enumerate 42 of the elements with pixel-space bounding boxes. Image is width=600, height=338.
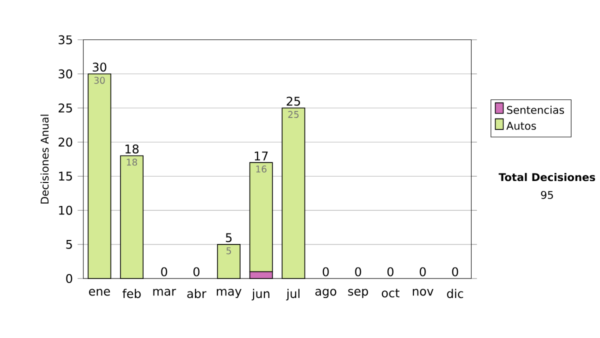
y-axis-title: Decisiones Anual <box>40 114 49 204</box>
y-tick-label: 0 <box>66 274 72 283</box>
y-tick-label: 10 <box>59 206 72 215</box>
x-tick-label: oct <box>382 288 400 298</box>
total-label: 30 <box>92 62 106 72</box>
data-label: 18 <box>126 158 138 166</box>
total-label: 25 <box>286 96 300 106</box>
y-tick-label: 5 <box>66 240 72 249</box>
total-label: 0 <box>420 267 426 276</box>
x-tick-label: ene <box>89 288 110 296</box>
total-label: 0 <box>322 267 329 276</box>
total-label: 0 <box>355 267 362 276</box>
x-tick-label: sep <box>348 288 368 298</box>
y-tick-label: 35 <box>58 35 72 44</box>
data-label: 25 <box>288 110 299 118</box>
x-tick-label: jul <box>286 288 300 300</box>
total-label: 17 <box>254 152 268 160</box>
y-tick-label: 25 <box>58 103 72 112</box>
text: Total Decisiones <box>498 172 596 182</box>
data-label: 5 <box>226 247 231 254</box>
x-tick-label: ago <box>315 288 336 298</box>
total-label: 18 <box>126 144 139 154</box>
legend-label: Autos <box>506 122 536 130</box>
total-label: 0 <box>161 267 168 276</box>
x-tick-label: feb <box>122 288 141 298</box>
y-tick-label: 30 <box>58 69 72 78</box>
total-label: 0 <box>387 267 394 276</box>
data-label: 30 <box>94 76 105 84</box>
data-label: 16 <box>256 165 266 172</box>
x-tick-label: may <box>216 288 242 298</box>
y-tick-label: 15 <box>59 172 72 181</box>
x-tick-label: abr <box>187 288 206 298</box>
total-label: 5 <box>226 233 232 242</box>
x-tick-label: jun <box>252 288 270 300</box>
text: 95 <box>541 190 553 199</box>
x-tick-label: dic <box>447 288 464 298</box>
x-tick-label: mar <box>153 288 176 296</box>
total-label: 0 <box>193 267 200 276</box>
legend-label: Sentencias <box>507 106 564 114</box>
total-label: 0 <box>452 267 458 276</box>
y-tick-label: 20 <box>58 137 72 147</box>
x-tick-label: nov <box>412 288 434 296</box>
